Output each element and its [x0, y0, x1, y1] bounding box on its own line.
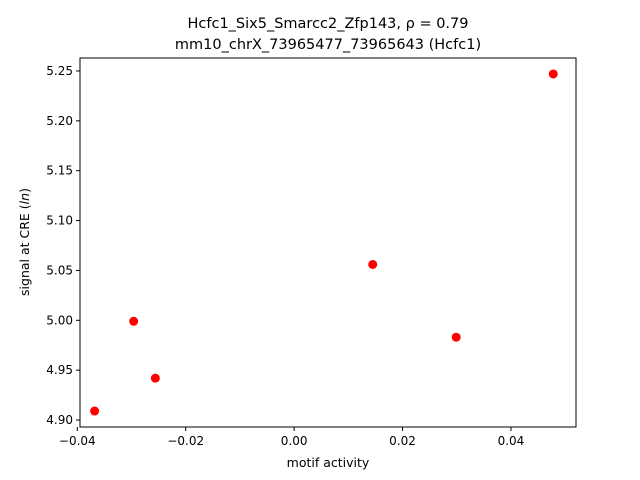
- y-tick-label: 5.05: [46, 263, 73, 277]
- y-tick-label: 5.25: [46, 64, 73, 78]
- data-point: [150, 373, 160, 383]
- data-point: [548, 69, 558, 79]
- chart-title-line1: Hcfc1_Six5_Smarcc2_Zfp143, ρ = 0.79: [188, 16, 469, 32]
- x-axis: −0.04 −0.02 0.00 0.02 0.04: [59, 427, 524, 448]
- y-axis: 4.90 4.95 5.00 5.05 5.10 5.15 5.20 5.25: [46, 64, 80, 427]
- y-tick-label: 5.15: [46, 164, 73, 178]
- plot-area: [79, 57, 577, 428]
- y-axis-label-prefix: signal at CRE (: [17, 204, 32, 296]
- y-axis-label: signal at CRE (ln): [17, 188, 32, 296]
- y-tick-label: 5.00: [46, 313, 73, 327]
- data-point: [368, 259, 378, 269]
- y-axis-label-unit: ln: [17, 193, 32, 204]
- x-axis-label: motif activity: [287, 455, 370, 470]
- x-tick-label: −0.04: [59, 434, 96, 448]
- data-points: [90, 69, 558, 416]
- y-axis-label-suffix: ): [17, 188, 32, 193]
- x-tick-label: −0.02: [167, 434, 204, 448]
- x-tick-label: 0.04: [498, 434, 525, 448]
- data-point: [451, 332, 461, 342]
- chart-title-line2: mm10_chrX_73965477_73965643 (Hcfc1): [175, 37, 481, 53]
- y-tick-label: 4.95: [46, 363, 73, 377]
- x-tick-label: 0.00: [281, 434, 308, 448]
- data-point: [129, 316, 139, 326]
- data-point: [90, 406, 100, 416]
- y-tick-label: 5.20: [46, 114, 73, 128]
- y-tick-label: 4.90: [46, 413, 73, 427]
- y-tick-label: 5.10: [46, 214, 73, 228]
- x-tick-label: 0.02: [389, 434, 416, 448]
